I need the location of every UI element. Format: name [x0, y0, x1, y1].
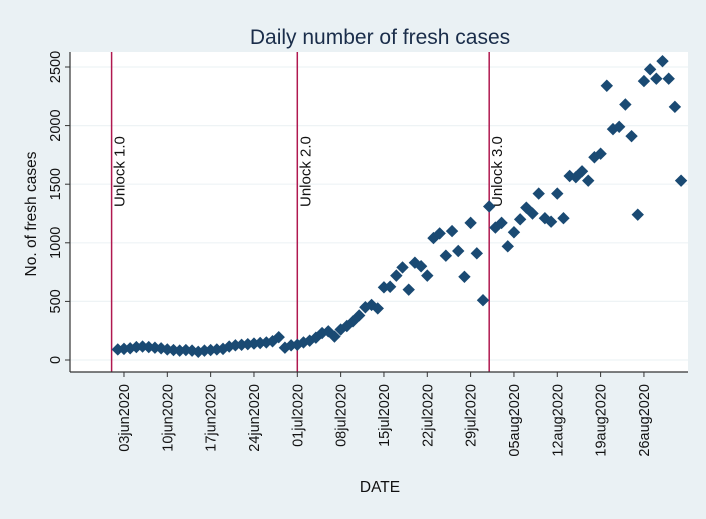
y-tick-label: 1500: [48, 168, 64, 200]
data-point: [650, 72, 663, 85]
data-point: [272, 330, 285, 344]
plot-area: [70, 52, 688, 372]
x-tick-label: 12aug2020: [550, 384, 566, 457]
data-point: [662, 72, 675, 85]
data-point: [575, 165, 589, 178]
x-tick-label: 03jun2020: [117, 384, 133, 452]
x-tick-label: 26aug2020: [637, 384, 653, 457]
x-tick-label: 24jun2020: [247, 384, 263, 452]
data-point: [476, 294, 490, 307]
y-tick-label: 1000: [48, 227, 64, 259]
data-point: [402, 283, 415, 296]
data-point: [390, 269, 403, 282]
data-point: [582, 174, 595, 187]
unlock-label: Unlock 2.0: [297, 136, 314, 207]
unlock-label: Unlock 3.0: [489, 136, 506, 207]
chart-title: Daily number of fresh cases: [250, 26, 510, 49]
data-point: [569, 170, 583, 184]
data-point: [656, 54, 669, 68]
gridlines: [70, 66, 688, 361]
data-point: [445, 224, 459, 238]
data-point: [371, 302, 384, 315]
data-point: [464, 216, 477, 230]
x-tick-label: 10jun2020: [160, 384, 176, 452]
y-ticks: 0 500 1000 1500 2000 2500: [48, 51, 70, 364]
data-point: [414, 260, 428, 273]
x-tick-label: 08jul2020: [334, 384, 350, 447]
data-point: [167, 343, 180, 357]
data-point: [612, 120, 626, 133]
x-ticks: 03jun2020 10jun2020 17jun2020 24jun2020 01ju…: [117, 372, 653, 457]
data-point: [396, 261, 409, 274]
data-point: [507, 226, 521, 239]
data-point: [353, 309, 366, 322]
y-tick-label: 2500: [48, 51, 64, 83]
y-tick-label: 500: [48, 289, 64, 313]
data-point: [470, 247, 484, 260]
data-point: [161, 343, 174, 356]
data-point: [619, 98, 632, 111]
data-point: [513, 213, 527, 226]
unlock-label: Unlock 1.0: [112, 136, 129, 207]
x-axis-title: DATE: [360, 479, 400, 496]
data-point: [458, 270, 471, 283]
unlock-lines: Unlock 1.0 Unlock 2.0 Unlock 3.0: [110, 52, 506, 372]
x-tick-label: 19aug2020: [594, 384, 610, 457]
data-point: [439, 249, 453, 262]
y-tick-label: 0: [48, 356, 64, 364]
data-point: [452, 244, 465, 258]
data-point: [328, 330, 341, 343]
data-point: [625, 129, 638, 143]
y-axis-title: No. of fresh cases: [23, 151, 40, 276]
data-point: [235, 338, 248, 351]
data-point: [544, 215, 558, 228]
data-point: [551, 187, 564, 200]
data-point: [526, 207, 539, 220]
data-point: [557, 211, 570, 225]
data-point: [383, 280, 397, 293]
data-point: [433, 227, 446, 240]
data-point: [588, 151, 601, 164]
data-point: [501, 240, 514, 253]
data-point: [495, 216, 508, 230]
data-points: [111, 54, 688, 358]
data-point: [241, 337, 254, 351]
x-tick-label: 22jul2020: [420, 384, 436, 447]
data-point: [421, 269, 434, 282]
data-point: [532, 187, 545, 200]
data-point: [600, 79, 613, 92]
data-point: [520, 201, 533, 214]
data-point: [594, 147, 607, 160]
data-point: [674, 174, 688, 187]
data-point: [631, 208, 644, 221]
x-tick-label: 05aug2020: [507, 384, 523, 457]
data-point: [643, 63, 657, 76]
x-tick-label: 01jul2020: [290, 384, 306, 447]
axes: [69, 52, 688, 373]
data-point: [637, 74, 651, 88]
data-point: [668, 100, 682, 114]
data-point: [563, 169, 576, 183]
x-tick-label: 15jul2020: [377, 384, 393, 447]
x-tick-label: 17jun2020: [204, 384, 220, 452]
data-point: [482, 200, 496, 213]
x-tick-label: 29jul2020: [464, 384, 480, 447]
y-tick-label: 2000: [48, 109, 64, 141]
